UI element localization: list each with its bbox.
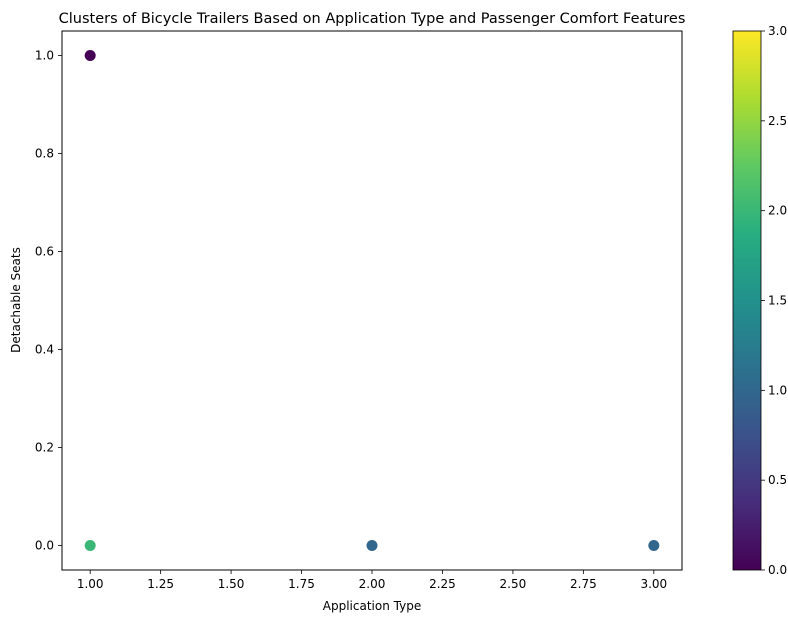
y-tick-label: 0.4 xyxy=(35,343,54,357)
x-axis-ticks: 1.00 1.25 1.50 1.75 2.00 2.25 2.50 2.75 3.00 xyxy=(77,570,667,591)
x-tick-label: 2.75 xyxy=(570,577,597,591)
plot-area xyxy=(61,30,683,571)
y-tick-label: 1.0 xyxy=(35,49,54,63)
x-tick-label: 2.00 xyxy=(359,577,386,591)
chart-title: Clusters of Bicycle Trailers Based on Ap… xyxy=(59,11,686,27)
x-tick-label: 3.00 xyxy=(640,577,667,591)
colorbar-tick-label: 1.0 xyxy=(768,383,787,397)
colorbar xyxy=(732,30,762,571)
x-tick-label: 1.25 xyxy=(147,577,174,591)
x-tick-label: 1.50 xyxy=(218,577,245,591)
scatter-point xyxy=(648,540,660,551)
scatter-point xyxy=(366,540,378,551)
x-tick-label: 2.25 xyxy=(429,577,456,591)
colorbar-tick-label: 3.0 xyxy=(768,24,787,38)
colorbar-tick-label: 0.0 xyxy=(768,563,787,577)
y-tick-label: 0.2 xyxy=(35,441,54,455)
x-axis-label: Application Type xyxy=(323,599,421,613)
y-tick-label: 0.6 xyxy=(35,245,54,259)
x-tick-label: 1.00 xyxy=(77,577,104,591)
y-axis-ticks: 0.0 0.2 0.4 0.6 0.8 1.0 xyxy=(35,49,62,553)
colorbar-ticks: 0.0 0.5 1.0 1.5 2.0 2.5 3.0 xyxy=(761,24,787,577)
scatter-points xyxy=(84,50,660,551)
y-tick-label: 0.8 xyxy=(35,147,54,161)
y-tick-label: 0.0 xyxy=(35,539,54,553)
colorbar-tick-label: 2.5 xyxy=(768,114,787,128)
scatter-point xyxy=(84,50,96,61)
scatter-point xyxy=(84,540,96,551)
colorbar-tick-label: 2.0 xyxy=(768,204,787,218)
y-axis-label: Detachable Seats xyxy=(9,247,23,353)
x-tick-label: 2.50 xyxy=(500,577,527,591)
colorbar-tick-label: 1.5 xyxy=(768,294,787,308)
colorbar-tick-label: 0.5 xyxy=(768,473,787,487)
x-tick-label: 1.75 xyxy=(288,577,315,591)
